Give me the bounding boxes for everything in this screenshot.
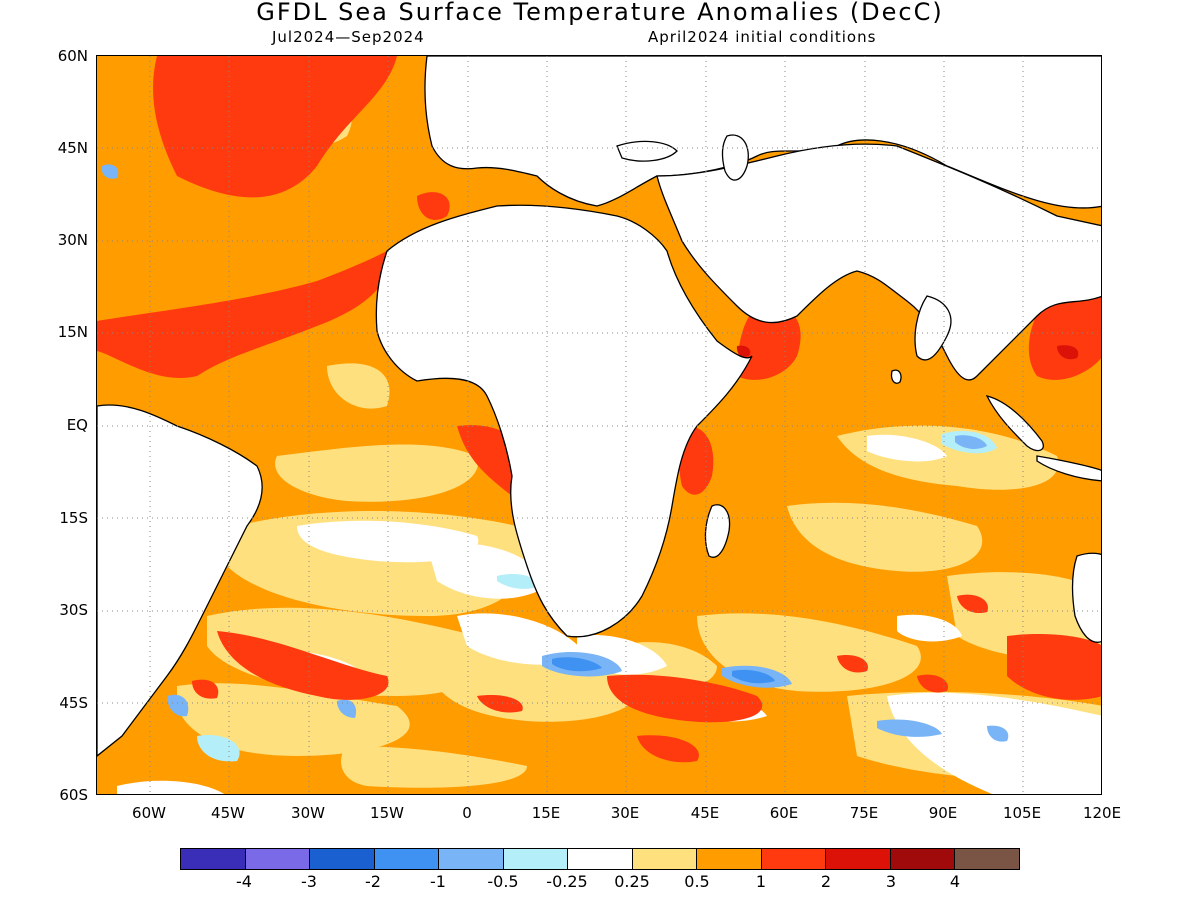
sst-anomaly-map [96, 55, 1102, 795]
lon-label-90e: 90E [928, 804, 958, 822]
legend-swatch [439, 849, 504, 869]
legend-swatch [568, 849, 633, 869]
lon-label-15e: 15E [531, 804, 561, 822]
legend-swatch [181, 849, 246, 869]
legend-label: 4 [949, 872, 961, 891]
legend-swatch [503, 849, 569, 869]
lat-label-15n: 15N [57, 323, 88, 341]
initial-conditions: April2024 initial conditions [648, 28, 877, 46]
legend-label: -0.25 [546, 872, 588, 891]
lat-label-eq: EQ [66, 416, 88, 434]
legend-swatch [310, 849, 375, 869]
lat-label-45s: 45S [59, 694, 88, 712]
legend-label: -4 [236, 872, 252, 891]
lon-label-30e: 30E [610, 804, 640, 822]
grid-lines [97, 56, 1101, 794]
legend-swatch [761, 849, 827, 869]
lat-label-45n: 45N [57, 139, 88, 157]
legend-swatch [826, 849, 891, 869]
legend-swatch [697, 849, 762, 869]
legend-label: 2 [820, 872, 832, 891]
forecast-period: Jul2024—Sep2024 [272, 28, 425, 46]
legend-swatch [374, 849, 440, 869]
legend-label: -0.5 [487, 872, 519, 891]
lon-label-75e: 75E [849, 804, 879, 822]
legend-label: 3 [885, 872, 897, 891]
lon-label-105e: 105E [1002, 804, 1042, 822]
legend-swatch [245, 849, 311, 869]
lon-label-60w: 60W [132, 804, 166, 822]
lon-label-45w: 45W [211, 804, 245, 822]
legend-swatch [632, 849, 698, 869]
lon-label-15w: 15W [370, 804, 404, 822]
legend-label: -2 [365, 872, 381, 891]
color-legend [180, 848, 1020, 870]
lat-label-60s: 60S [59, 786, 88, 804]
land-masses [97, 56, 1101, 757]
lat-label-15s: 15S [59, 509, 88, 527]
map-title: GFDL Sea Surface Temperature Anomalies (… [256, 0, 944, 26]
lon-label-45e: 45E [690, 804, 720, 822]
anomaly-2-3 [736, 345, 1079, 360]
legend-swatch [890, 849, 956, 869]
lat-label-60n: 60N [57, 47, 88, 65]
lon-label-120e: 120E [1082, 804, 1122, 822]
lon-label-60e: 60E [769, 804, 799, 822]
lon-label-30w: 30W [291, 804, 325, 822]
lat-label-30s: 30S [59, 601, 88, 619]
legend-swatch [955, 849, 1019, 869]
legend-label: 1 [755, 872, 767, 891]
map-canvas [97, 56, 1101, 794]
legend-label: 0.5 [684, 872, 710, 891]
legend-label: -1 [430, 872, 446, 891]
lon-label-0: 0 [462, 804, 472, 822]
legend-label: 0.25 [614, 872, 650, 891]
lat-label-30n: 30N [57, 231, 88, 249]
legend-label: -3 [301, 872, 317, 891]
